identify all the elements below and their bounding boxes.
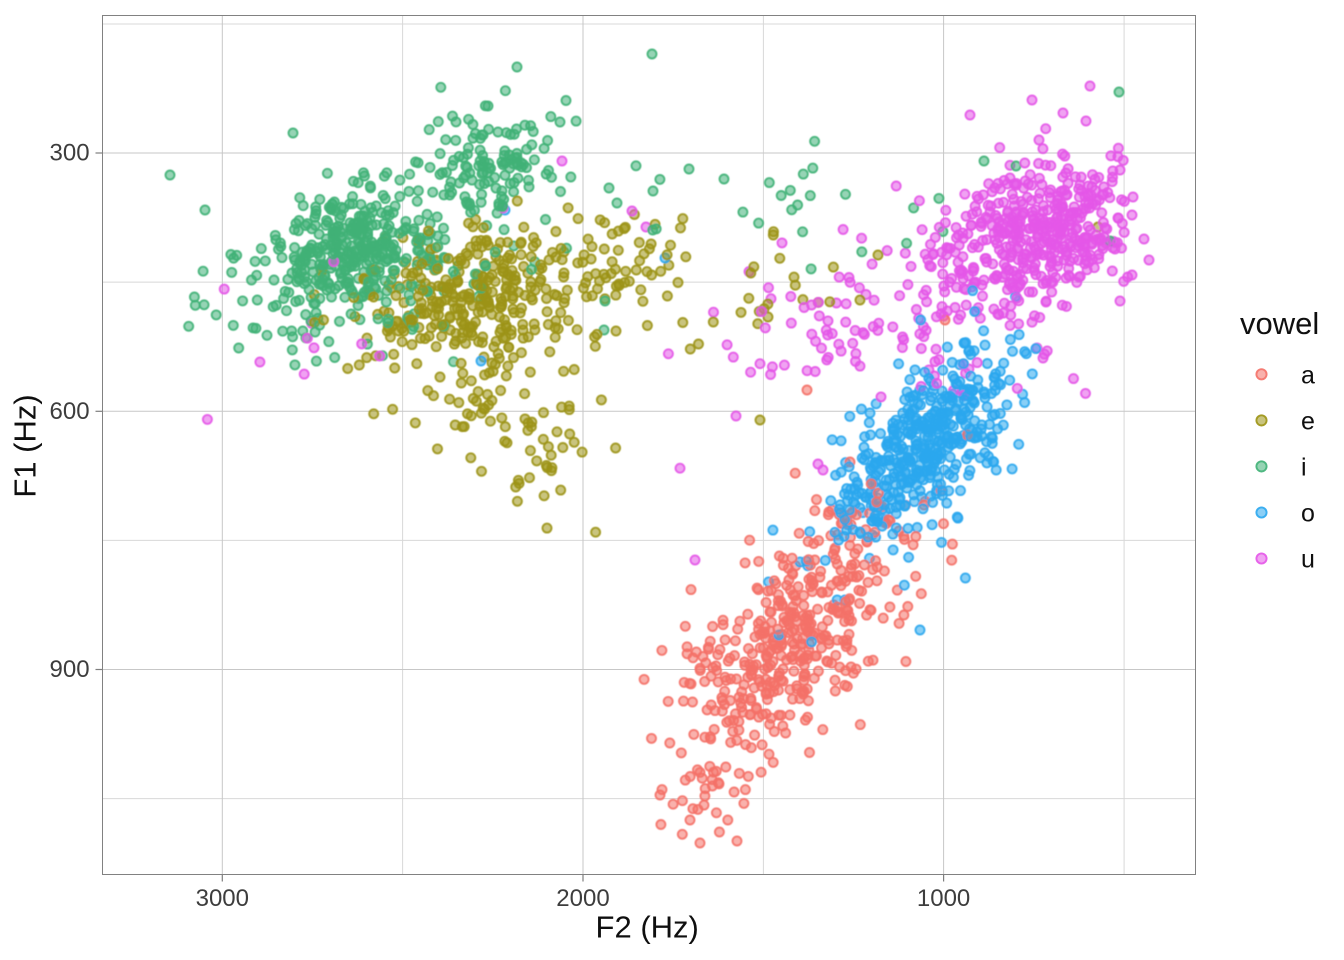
svg-text:a: a: [1301, 362, 1315, 390]
svg-text:600: 600: [50, 398, 90, 425]
svg-text:2000: 2000: [556, 885, 609, 912]
svg-text:900: 900: [50, 656, 90, 683]
svg-text:3000: 3000: [196, 885, 249, 912]
svg-text:e: e: [1301, 408, 1315, 436]
svg-text:i: i: [1301, 454, 1307, 482]
svg-text:300: 300: [50, 140, 90, 167]
svg-text:F2 (Hz): F2 (Hz): [596, 910, 699, 945]
svg-text:vowel: vowel: [1240, 306, 1319, 341]
svg-text:u: u: [1301, 546, 1315, 574]
svg-text:o: o: [1301, 500, 1315, 528]
svg-text:F1 (Hz): F1 (Hz): [8, 394, 43, 497]
svg-text:1000: 1000: [917, 885, 970, 912]
